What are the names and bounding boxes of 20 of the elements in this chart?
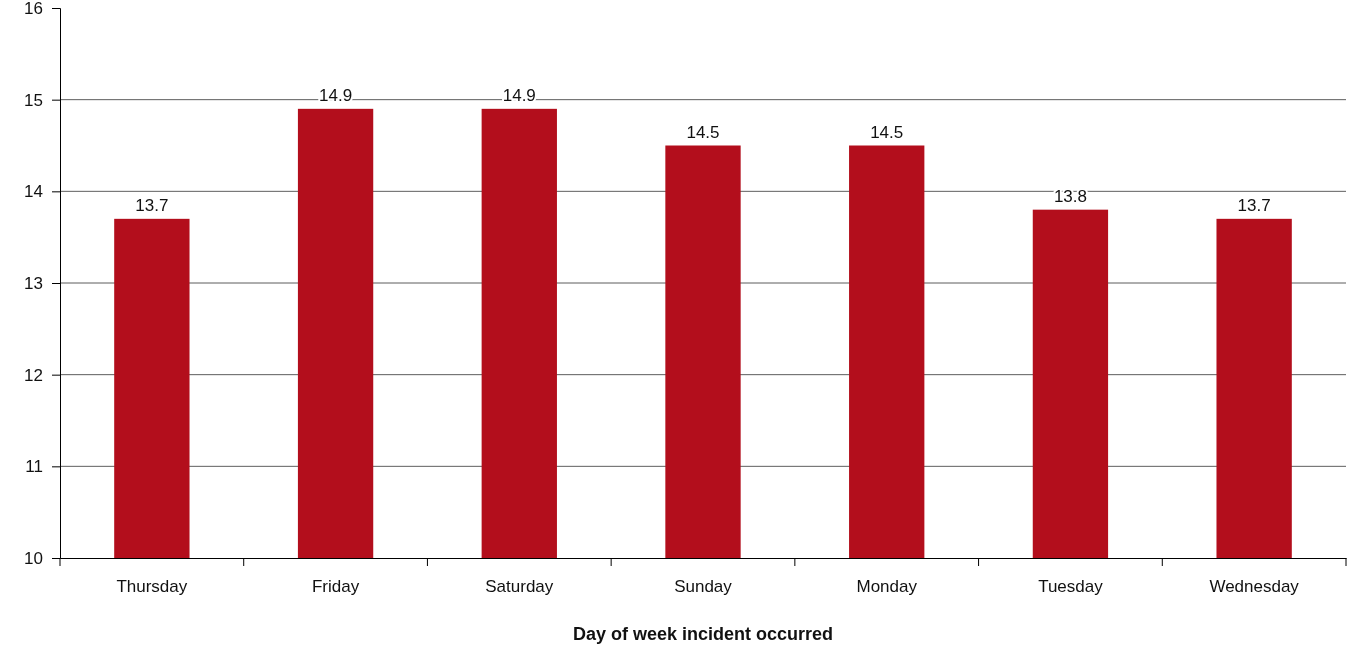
data-label: 13.8 bbox=[1053, 186, 1087, 206]
data-label: 14.5 bbox=[686, 122, 720, 142]
y-tick-label: 16 bbox=[24, 0, 43, 18]
x-tick-label: Thursday bbox=[116, 576, 188, 596]
data-label: 13.7 bbox=[135, 195, 169, 215]
y-tick-label: 10 bbox=[24, 548, 43, 568]
y-tick-label: 13 bbox=[24, 273, 43, 293]
y-tick-label: 12 bbox=[24, 365, 43, 385]
y-tick-label: 14 bbox=[24, 182, 43, 202]
x-tick-label: Sunday bbox=[674, 576, 733, 596]
x-tick-label: Friday bbox=[311, 576, 360, 596]
data-label: 14.5 bbox=[870, 122, 904, 142]
x-axis-title: Day of week incident occurred bbox=[572, 624, 834, 644]
data-label: 13.7 bbox=[1237, 195, 1271, 215]
x-tick-label: Monday bbox=[856, 576, 918, 596]
x-tick-label: Wednesday bbox=[1209, 576, 1300, 596]
x-tick-label: Saturday bbox=[485, 576, 554, 596]
y-tick-label: 11 bbox=[25, 457, 43, 477]
y-tick-label: 15 bbox=[24, 90, 43, 110]
x-tick-label: Tuesday bbox=[1038, 576, 1104, 596]
